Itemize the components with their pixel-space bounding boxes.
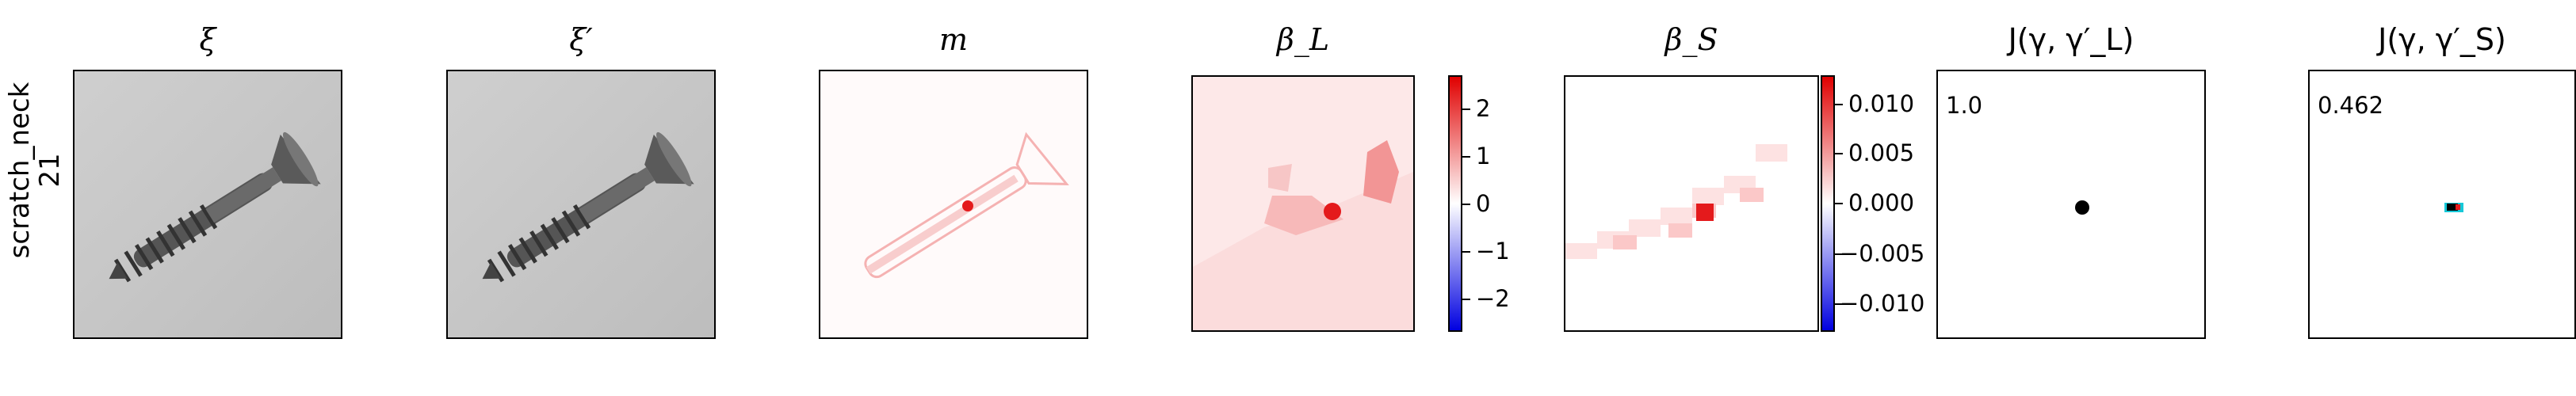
screw-image-xi-prime [448,71,714,337]
image-xi [73,70,342,339]
row-label-line1: scratch_neck [4,82,36,259]
screw-image-xi [75,71,341,337]
image-m [819,70,1088,339]
jaccard-S-mask [2444,203,2463,212]
colorbar-L-tick-4: −2 [1476,285,1510,312]
title-J-L: J(γ, γ′_L) [2008,22,2135,57]
heatmap-beta-S [1564,75,1819,332]
colorbar-S-tick-2: 0.000 [1848,189,1915,216]
beta-L-map [1193,77,1413,330]
colorbar-L-tick-1: 1 [1476,143,1491,169]
colorbar-S-tick-1: 0.005 [1848,139,1915,166]
row-label: scratch_neck 21 [4,51,66,289]
heatmap-beta-L [1191,75,1415,332]
colorbar-S [1821,75,1835,332]
image-xi-prime [446,70,716,339]
colorbar-S-tick-4: −0.010 [1840,290,1925,317]
colorbar-L-tick-2: 0 [1476,190,1491,217]
colorbar-S-tick-0: 0.010 [1848,90,1915,117]
colorbar-L-tick-3: −1 [1476,238,1510,265]
title-beta-L: β_L [1276,22,1330,57]
row-label-line2: 21 [34,153,66,188]
beta-S-map [1565,77,1817,330]
title-beta-S: β_S [1664,22,1718,57]
score-J-L: 1.0 [1946,92,1983,119]
title-xi-prime: ξ′ [569,22,593,57]
mask-map-m [820,71,1087,337]
jaccard-S-panel: 0.462 [2308,70,2576,339]
colorbar-S-tick-3: −0.005 [1840,240,1925,267]
score-J-S: 0.462 [2318,92,2384,119]
jaccard-L-mask [2075,200,2089,215]
jaccard-L-panel: 1.0 [1936,70,2206,339]
colorbar-L [1448,75,1462,332]
colorbar-L-tick-0: 2 [1476,95,1491,122]
title-xi: ξ [199,22,216,57]
title-m: m [938,22,969,57]
title-J-S: J(γ, γ′_S) [2378,22,2506,57]
